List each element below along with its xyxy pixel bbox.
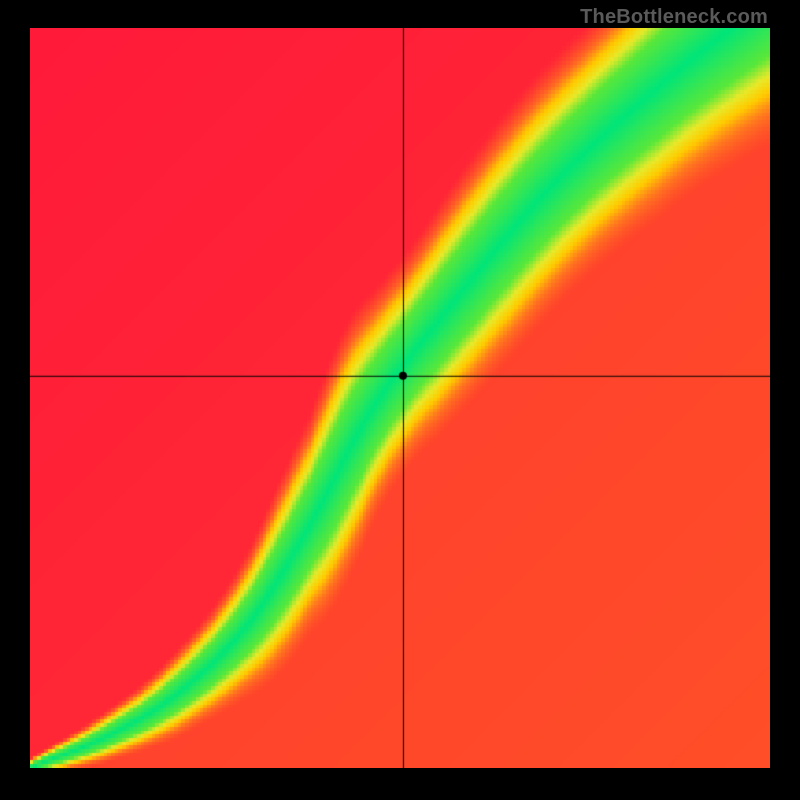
heatmap-canvas bbox=[30, 28, 770, 768]
chart-outer-frame: TheBottleneck.com bbox=[0, 0, 800, 800]
attribution-watermark: TheBottleneck.com bbox=[580, 6, 768, 29]
heatmap-plot-area bbox=[30, 28, 770, 768]
